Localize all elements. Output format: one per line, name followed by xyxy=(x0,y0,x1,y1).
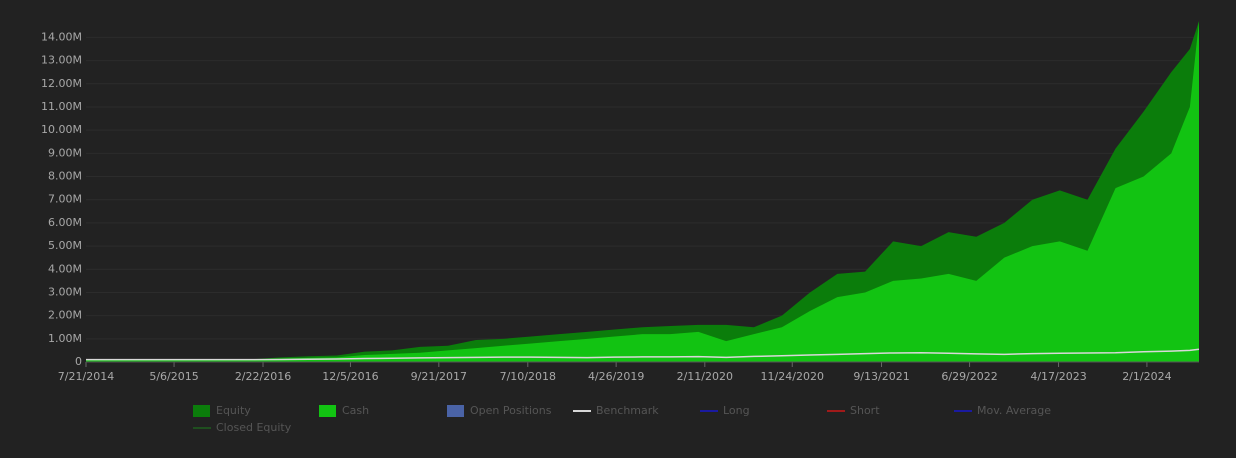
legend-label: Short xyxy=(850,404,880,417)
legend-swatch xyxy=(193,405,210,417)
x-tick-label: 4/17/2023 xyxy=(1030,370,1086,383)
legend-label: Mov. Average xyxy=(977,404,1051,417)
x-tick-label: 2/22/2016 xyxy=(235,370,291,383)
x-tick-label: 7/10/2018 xyxy=(500,370,556,383)
x-tick-label: 6/29/2022 xyxy=(941,370,997,383)
legend-label: Open Positions xyxy=(470,404,552,417)
area xyxy=(86,21,1199,362)
x-tick-label: 12/5/2016 xyxy=(322,370,378,383)
x-tick-label: 4/26/2019 xyxy=(588,370,644,383)
legend-label: Long xyxy=(723,404,750,417)
x-tick-label: 11/24/2020 xyxy=(761,370,824,383)
y-tick-label: 13.00M xyxy=(41,54,82,67)
legend-label: Benchmark xyxy=(596,404,659,417)
legend-label: Closed Equity xyxy=(216,421,292,434)
x-tick-label: 2/1/2024 xyxy=(1122,370,1171,383)
legend-swatch xyxy=(319,405,336,417)
y-tick-label: 5.00M xyxy=(48,239,82,252)
y-tick-label: 14.00M xyxy=(41,30,82,43)
area xyxy=(86,21,1199,362)
y-tick-label: 0 xyxy=(75,355,82,368)
x-tick-label: 9/13/2021 xyxy=(853,370,909,383)
x-tick-label: 5/6/2015 xyxy=(149,370,198,383)
y-tick-label: 11.00M xyxy=(41,100,82,113)
legend-swatch xyxy=(447,405,464,417)
y-tick-label: 6.00M xyxy=(48,216,82,229)
y-tick-label: 12.00M xyxy=(41,77,82,90)
y-tick-label: 9.00M xyxy=(48,146,82,159)
y-tick-label: 1.00M xyxy=(48,332,82,345)
y-tick-label: 3.00M xyxy=(48,285,82,298)
y-tick-label: 8.00M xyxy=(48,170,82,183)
legend-label: Cash xyxy=(342,404,369,417)
legend-label: Equity xyxy=(216,404,251,417)
y-tick-label: 2.00M xyxy=(48,309,82,322)
x-tick-label: 2/11/2020 xyxy=(677,370,733,383)
x-tick-label: 7/21/2014 xyxy=(58,370,114,383)
line xyxy=(86,348,1200,361)
y-tick-label: 7.00M xyxy=(48,193,82,206)
y-tick-label: 10.00M xyxy=(41,123,82,136)
y-tick-label: 4.00M xyxy=(48,262,82,275)
x-tick-label: 9/21/2017 xyxy=(411,370,467,383)
